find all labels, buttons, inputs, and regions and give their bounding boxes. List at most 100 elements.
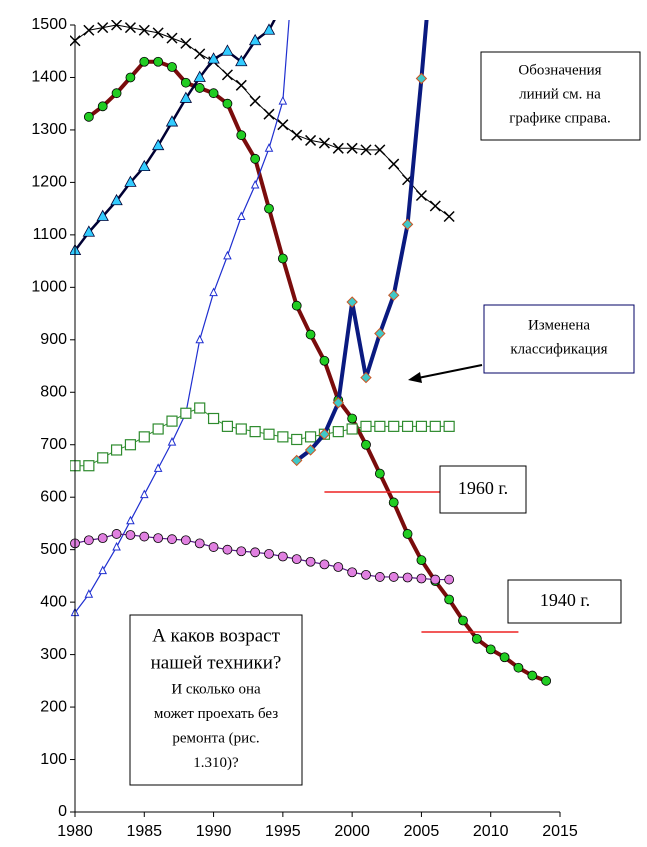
marker — [194, 538, 205, 549]
marker — [167, 436, 177, 446]
marker — [415, 189, 427, 202]
marker — [167, 62, 177, 72]
plot-area — [70, 20, 552, 686]
marker — [111, 529, 122, 539]
marker — [249, 95, 261, 107]
marker — [374, 144, 386, 156]
marker — [96, 209, 109, 221]
marker — [388, 420, 400, 432]
annotation: А каков возраст — [152, 625, 281, 646]
marker — [166, 415, 178, 427]
marker — [97, 533, 108, 544]
marker — [360, 420, 372, 432]
y-tick-label: 100 — [40, 751, 67, 768]
marker — [138, 159, 151, 172]
marker — [167, 534, 177, 545]
marker — [415, 72, 428, 85]
marker — [416, 555, 427, 566]
y-tick-label: 1300 — [31, 121, 67, 138]
marker — [97, 101, 108, 112]
marker — [360, 144, 372, 156]
marker — [332, 142, 344, 154]
marker — [430, 574, 441, 585]
marker — [209, 287, 218, 297]
marker — [305, 556, 316, 567]
annotation: Обозначения — [518, 62, 601, 78]
y-tick-label: 0 — [58, 803, 67, 820]
marker — [374, 468, 385, 479]
note-box — [129, 614, 303, 786]
marker — [429, 200, 441, 212]
x-tick-label: 2010 — [473, 823, 509, 840]
marker — [236, 130, 247, 141]
annotation: 1.310)? — [193, 755, 239, 771]
note-box — [483, 304, 635, 374]
marker — [152, 423, 164, 435]
marker — [98, 565, 108, 575]
note-box — [480, 51, 641, 141]
y-tick-label: 400 — [40, 593, 67, 610]
label-box — [507, 579, 622, 624]
marker — [124, 22, 136, 34]
marker — [527, 670, 538, 681]
marker — [111, 20, 123, 31]
marker — [221, 69, 233, 81]
annotation: классификация — [510, 341, 607, 357]
y-tick-label: 200 — [40, 698, 67, 715]
marker — [235, 54, 248, 67]
marker — [194, 48, 206, 60]
annotation: И сколько она — [171, 681, 261, 697]
marker — [153, 463, 163, 472]
annotation: нашей техники? — [151, 652, 282, 673]
marker — [388, 158, 400, 170]
x-tick-label: 2000 — [334, 823, 370, 840]
marker — [82, 225, 96, 237]
marker — [208, 542, 219, 552]
marker — [223, 250, 232, 260]
marker — [222, 98, 233, 109]
arrow-head — [408, 372, 422, 383]
marker — [124, 175, 137, 187]
marker — [388, 497, 399, 508]
marker — [222, 544, 233, 555]
marker — [126, 515, 135, 525]
x-tick-label: 1980 — [57, 823, 93, 840]
marker — [248, 33, 262, 46]
marker — [332, 426, 344, 438]
marker — [194, 402, 206, 414]
marker — [83, 460, 95, 472]
marker — [374, 327, 386, 340]
marker — [221, 44, 234, 56]
marker — [305, 134, 317, 146]
marker — [195, 334, 205, 344]
marker — [388, 572, 399, 582]
marker — [485, 644, 496, 655]
marker — [429, 420, 441, 432]
marker — [541, 675, 552, 686]
marker — [236, 211, 246, 221]
marker — [402, 529, 413, 539]
series-line — [74, 533, 450, 581]
marker — [346, 423, 358, 435]
label-box — [439, 465, 527, 514]
marker — [346, 296, 358, 308]
marker — [458, 615, 468, 626]
x-tick-label: 1990 — [196, 823, 232, 840]
marker — [360, 371, 372, 384]
marker — [319, 559, 330, 570]
marker — [499, 652, 510, 663]
marker — [264, 143, 274, 152]
series-line — [87, 59, 547, 683]
marker — [110, 193, 123, 206]
marker — [347, 413, 358, 424]
marker — [83, 111, 94, 122]
marker — [347, 567, 358, 578]
y-tick-label: 500 — [40, 541, 67, 558]
arrow — [417, 364, 483, 379]
marker — [235, 423, 247, 435]
marker — [235, 79, 247, 91]
reference-label: 1940 г. — [540, 590, 590, 610]
marker — [153, 56, 164, 67]
marker — [401, 218, 414, 231]
marker — [138, 431, 150, 443]
